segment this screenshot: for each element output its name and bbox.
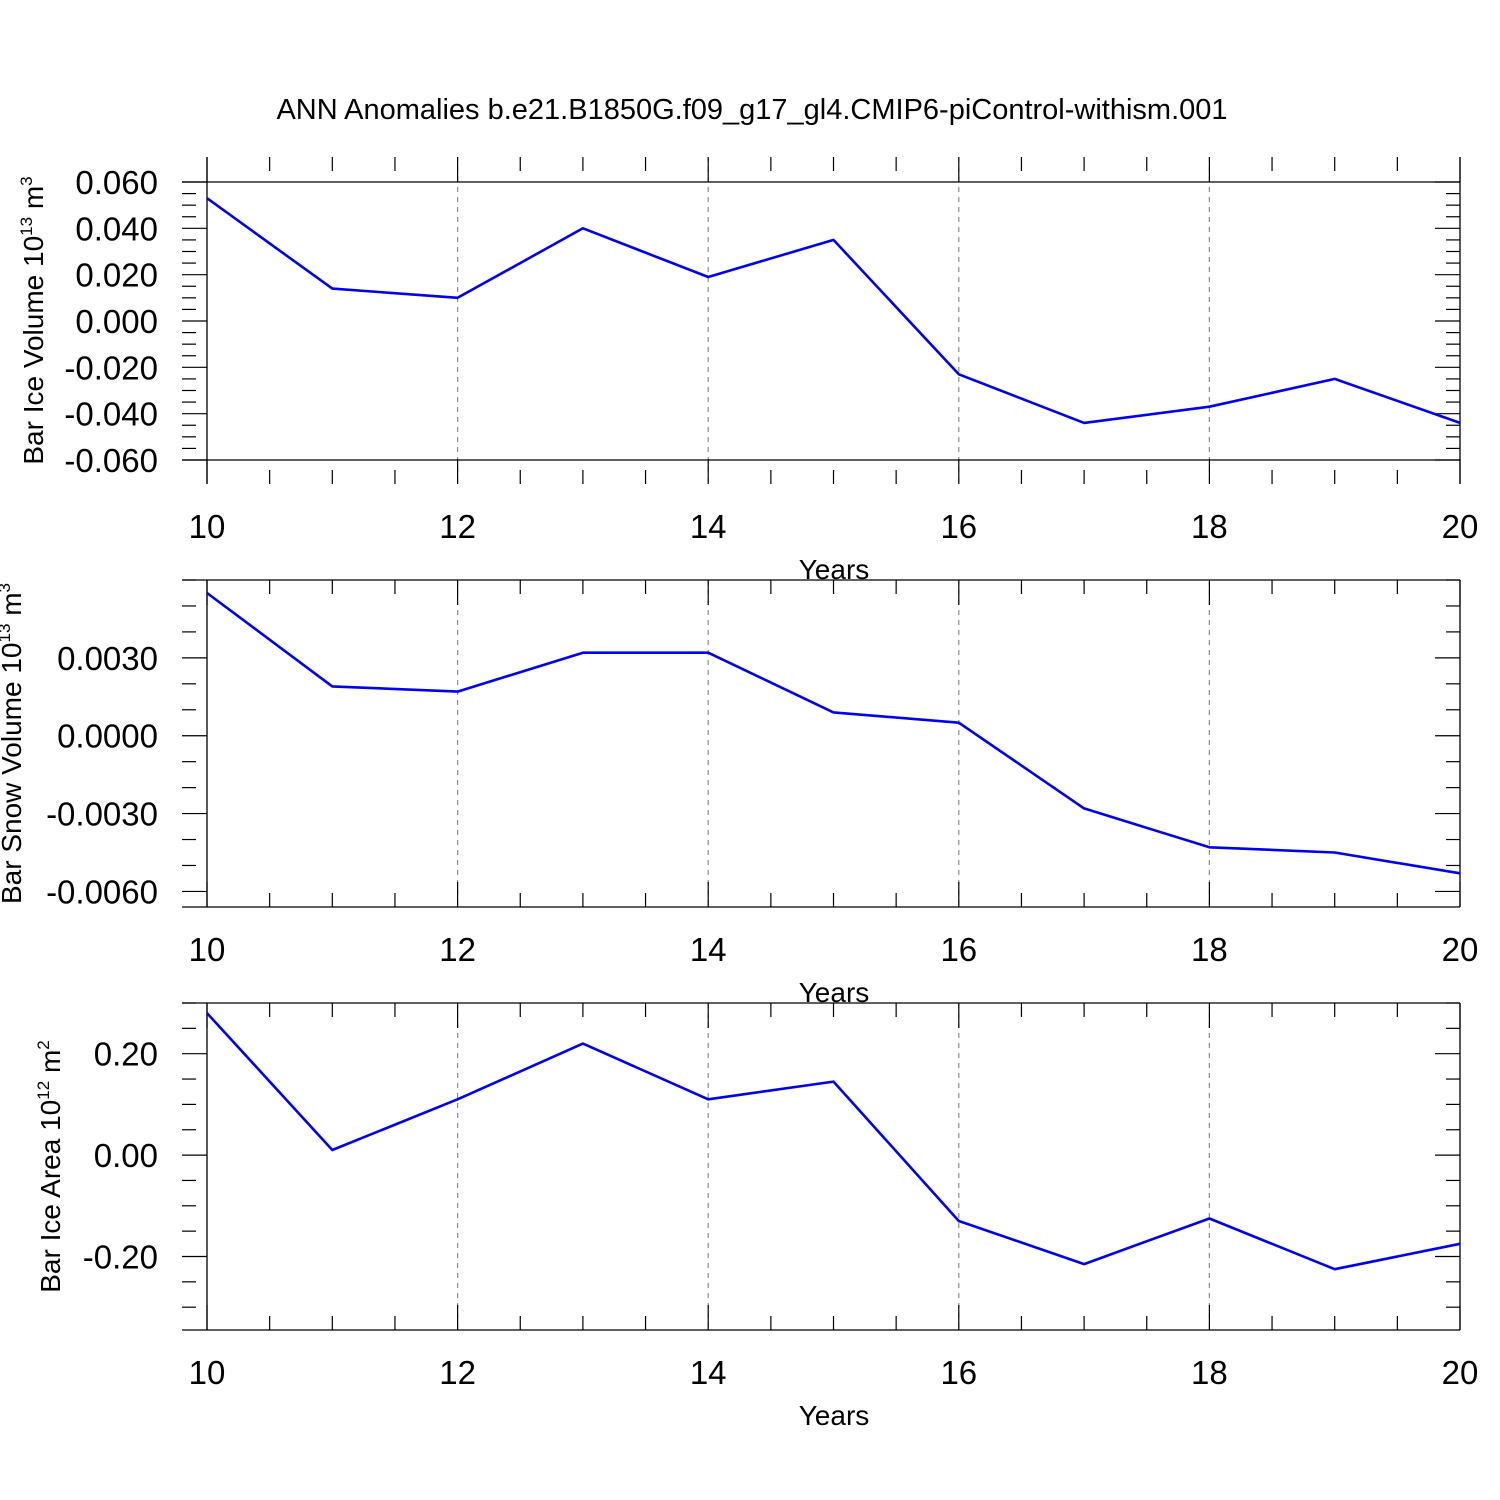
y-tick-label: -0.0030 — [46, 796, 158, 833]
x-tick-label: 10 — [189, 931, 226, 968]
y-tick-label: 0.000 — [75, 303, 158, 340]
y-axis-title: Bar Ice Area 1012 m2 — [34, 1040, 66, 1293]
figure-title: ANN Anomalies b.e21.B1850G.f09_g17_gl4.C… — [276, 94, 1227, 126]
x-tick-label: 20 — [1442, 931, 1479, 968]
y-tick-label: 0.020 — [75, 257, 158, 294]
y-tick-label: 0.0000 — [57, 718, 158, 755]
x-tick-label: 14 — [690, 1354, 727, 1391]
x-tick-label: 20 — [1442, 508, 1479, 545]
x-tick-label: 14 — [690, 931, 727, 968]
x-tick-label: 10 — [189, 1354, 226, 1391]
y-axis-title: Bar Snow Volume 1013 m3 — [0, 583, 27, 904]
y-tick-label: -0.060 — [64, 442, 158, 479]
y-tick-label: 0.040 — [75, 210, 158, 247]
x-tick-label: 16 — [940, 508, 977, 545]
y-tick-label: -0.020 — [64, 349, 158, 386]
y-tick-label: 0.060 — [75, 164, 158, 201]
y-tick-label: 0.20 — [94, 1036, 158, 1073]
x-tick-label: 20 — [1442, 1354, 1479, 1391]
y-axis-title: Bar Ice Volume 1013 m3 — [17, 176, 49, 464]
x-tick-label: 18 — [1191, 508, 1228, 545]
x-tick-label: 12 — [439, 508, 476, 545]
y-tick-label: -0.20 — [83, 1238, 158, 1275]
panel-bar-ice-volume: 10 12 14 16 18 20Years0.0600.0400.0200.000-0.… — [17, 157, 1478, 585]
x-axis-title: Years — [799, 1400, 870, 1431]
panel-bar-snow-volume: 10 12 14 16 18 20Years0.00300.0000-0.0030-0.0… — [0, 579, 1479, 1008]
y-tick-label: 0.0030 — [57, 640, 158, 677]
x-tick-label: 16 — [940, 1354, 977, 1391]
x-tick-label: 10 — [189, 508, 226, 545]
y-tick-label: -0.040 — [64, 396, 158, 433]
x-tick-label: 18 — [1191, 931, 1228, 968]
x-tick-label: 12 — [439, 931, 476, 968]
x-tick-label: 12 — [439, 1354, 476, 1391]
x-tick-label: 16 — [940, 931, 977, 968]
panel-bar-ice-area: 10 12 14 16 18 20 Years 0.20 0.00 -0.20 Bar Ice Ar… — [34, 1002, 1479, 1431]
y-tick-label: -0.0060 — [46, 873, 158, 910]
y-tick-label: 0.00 — [94, 1137, 158, 1174]
x-tick-label: 14 — [690, 508, 727, 545]
x-tick-label: 18 — [1191, 1354, 1228, 1391]
